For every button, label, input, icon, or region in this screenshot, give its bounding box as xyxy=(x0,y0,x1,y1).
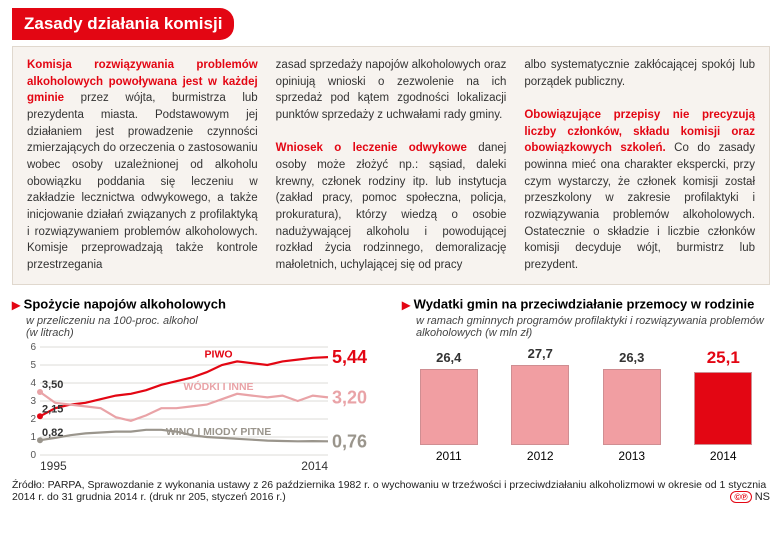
bar-rect xyxy=(511,365,569,445)
line-chart-panel: ▸ Spożycie napojów alkoholowych w przeli… xyxy=(12,295,382,473)
info-panel: Komisja rozwiązywania problemów alkoholo… xyxy=(12,46,770,285)
bar-2012: 27,7 2012 xyxy=(504,346,578,463)
copyright-icon: ©℗ xyxy=(730,491,751,503)
body-2b: danej osoby może złożyć np.: sąsiad, dal… xyxy=(276,142,507,271)
bar-value: 26,4 xyxy=(436,350,461,365)
lead-2: Wniosek o leczenie odwykowe xyxy=(276,142,467,154)
svg-text:2: 2 xyxy=(30,414,36,425)
bar-year: 2012 xyxy=(527,449,554,463)
bar-value: 25,1 xyxy=(707,348,740,368)
section-header: Zasady działania komisji xyxy=(12,8,234,40)
line-chart-svg: 0 1 2 3 4 5 6 3,50 2,15 0,82 5,44 PIWO 3,20 WÓDKI I I… xyxy=(12,343,382,473)
author-initials: NS xyxy=(755,491,770,503)
line-chart: 0 1 2 3 4 5 6 3,50 2,15 0,82 5,44 PIWO 3,20 WÓDKI I I… xyxy=(12,343,382,473)
svg-text:3: 3 xyxy=(30,396,36,407)
bar-chart-panel: ▸ Wydatki gmin na przeciwdziałanie przem… xyxy=(402,295,770,473)
end-value-WODKI: 3,20 xyxy=(332,387,367,407)
bar-2014: 25,1 2014 xyxy=(687,348,761,463)
chart1-subtitle: w przeliczeniu na 100-proc. alkohol (w l… xyxy=(26,315,382,339)
body-1: przez wójta, burmistrza lub prezydenta m… xyxy=(27,92,258,271)
svg-text:1: 1 xyxy=(30,432,36,443)
svg-text:0,82: 0,82 xyxy=(42,427,63,439)
bar-rect xyxy=(694,372,752,445)
bar-year: 2014 xyxy=(710,449,737,463)
chart2-subtitle: w ramach gminnych programów profilaktyki… xyxy=(416,315,770,339)
series-label-PIWO: PIWO xyxy=(205,348,233,360)
series-label-WODKI: WÓDKI I INNE xyxy=(184,380,254,393)
bullet-icon: ▸ xyxy=(402,297,410,314)
text-col-3: albo systematycznie zakłócającej spokój … xyxy=(524,57,755,274)
svg-text:5: 5 xyxy=(30,360,36,371)
body-3a: albo systematycznie zakłócającej spokój … xyxy=(524,59,755,88)
bullet-icon: ▸ xyxy=(12,297,20,314)
bar-rect xyxy=(420,369,478,445)
bar-value: 26,3 xyxy=(619,350,644,365)
end-value-WINO: 0,76 xyxy=(332,431,367,451)
chart1-title: Spożycie napojów alkoholowych xyxy=(24,296,226,311)
series-WODKI xyxy=(40,392,328,421)
text-col-1: Komisja rozwiązywania problemów alkoholo… xyxy=(27,57,258,274)
bar-2011: 26,4 2011 xyxy=(412,350,486,463)
svg-text:6: 6 xyxy=(30,343,36,353)
end-value-PIWO: 5,44 xyxy=(332,347,367,367)
body-3b: Co do zasady powinna mieć ona charakter … xyxy=(524,142,755,271)
bar-year: 2013 xyxy=(618,449,645,463)
svg-text:4: 4 xyxy=(30,378,36,389)
bar-rect xyxy=(603,369,661,445)
svg-text:2,15: 2,15 xyxy=(42,403,63,415)
bar-year: 2011 xyxy=(436,449,462,463)
svg-text:3,50: 3,50 xyxy=(42,379,63,391)
source-line: Źródło: PARPA, Sprawozdanie z wykonania … xyxy=(12,479,770,503)
bar-value: 27,7 xyxy=(528,346,553,361)
series-label-WINO: WINO I MIODY PITNE xyxy=(166,426,271,438)
chart2-title: Wydatki gmin na przeciwdziałanie przemoc… xyxy=(414,296,755,311)
bar-chart: 26,4 2011 27,7 2012 26,3 2013 25,1 2014 xyxy=(402,343,770,463)
svg-text:0: 0 xyxy=(30,450,36,461)
body-2a: zasad sprzedaży napojów alkoholowych ora… xyxy=(276,59,507,121)
bar-2013: 26,3 2013 xyxy=(595,350,669,463)
text-col-2: zasad sprzedaży napojów alkoholowych ora… xyxy=(276,57,507,274)
svg-text:1995: 1995 xyxy=(40,459,67,473)
svg-text:2014: 2014 xyxy=(301,459,328,473)
